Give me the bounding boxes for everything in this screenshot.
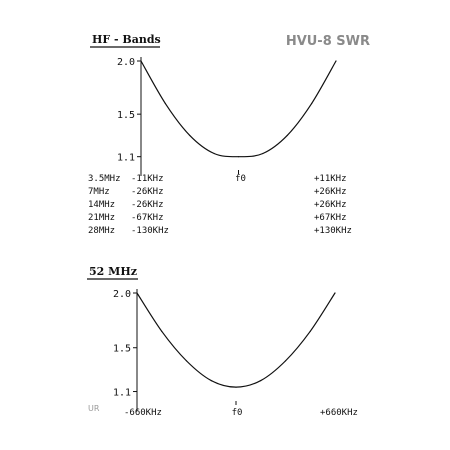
y-tick-label: 1.1 <box>113 388 131 399</box>
band-plus-offset: +130KHz <box>314 226 352 236</box>
y-tick-label: 1.5 <box>113 344 131 355</box>
y-tick-label: 2.0 <box>113 289 131 300</box>
band-plus-offset: +26KHz <box>314 200 347 210</box>
data-point <box>311 102 313 105</box>
swr-curve <box>136 292 336 388</box>
band-minus-offset: -11KHz <box>131 174 164 184</box>
band-minus-offset: -26KHz <box>131 200 164 210</box>
band-name: 3.5MHz <box>88 174 121 184</box>
x-tick-label-left: -660KHz <box>124 408 162 418</box>
band-minus-offset: -67KHz <box>131 213 164 223</box>
data-point <box>334 292 336 294</box>
data-point <box>335 60 337 62</box>
band-name: 28MHz <box>88 226 115 236</box>
chart-title: 52 MHz <box>89 265 137 278</box>
page-title: HVU-8 SWR <box>285 34 370 49</box>
x-tick-label-center: f0 <box>232 408 243 418</box>
band-minus-offset: -130KHz <box>131 226 169 236</box>
data-point <box>213 152 215 155</box>
swr-curve <box>140 60 337 158</box>
data-point <box>164 102 166 105</box>
y-tick-label: 2.0 <box>117 57 135 68</box>
footer-mark: UR <box>88 404 100 413</box>
data-point <box>309 330 311 332</box>
band-plus-offset: +26KHz <box>314 187 347 197</box>
chart-title: HF - Bands <box>92 33 161 46</box>
data-point <box>260 379 262 382</box>
data-point <box>185 360 188 362</box>
band-name: 14MHz <box>88 200 115 210</box>
data-point <box>210 379 212 382</box>
data-point <box>189 134 191 137</box>
x-center-label: f0 <box>235 174 246 184</box>
band-minus-offset: -26KHz <box>131 187 164 197</box>
data-point <box>235 386 237 388</box>
band-plus-offset: +11KHz <box>314 174 347 184</box>
band-name: 21MHz <box>88 213 115 223</box>
band-name: 7MHz <box>88 187 110 197</box>
y-tick-label: 1.5 <box>117 110 135 121</box>
x-tick-label-right: +660KHz <box>320 408 358 418</box>
data-point <box>262 152 264 155</box>
data-point <box>237 156 240 158</box>
band-plus-offset: +67KHz <box>314 213 347 223</box>
data-point <box>161 330 163 332</box>
data-point <box>286 134 288 137</box>
data-point <box>136 292 138 294</box>
y-tick-label: 1.1 <box>117 153 135 164</box>
data-point <box>284 360 287 362</box>
data-point <box>140 60 142 62</box>
